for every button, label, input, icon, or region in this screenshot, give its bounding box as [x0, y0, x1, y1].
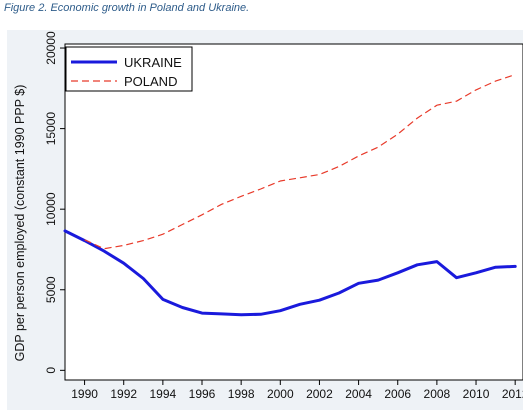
- series-layer: [63, 74, 517, 317]
- y-tick-label: 10000: [44, 192, 58, 226]
- x-tick-label: 2012: [502, 387, 523, 401]
- x-tick-label: 1998: [228, 387, 255, 401]
- y-tick-label: 20000: [44, 31, 58, 65]
- series-line-ukraine: [63, 229, 517, 317]
- x-tick-label: 1990: [71, 387, 98, 401]
- legend-ukraine-label: UKRAINE: [124, 55, 182, 70]
- y-tick-label: 5000: [44, 276, 58, 303]
- chart-panel: 0 5000 10000 15000 20000 1990 1992 1994 1996 199…: [7, 30, 523, 410]
- series-line-poland: [84, 74, 516, 250]
- x-tick-label: 2004: [345, 387, 372, 401]
- y-tick-label: 15000: [44, 112, 58, 146]
- x-tick-label: 2002: [306, 387, 333, 401]
- x-tick-label: 1992: [110, 387, 137, 401]
- x-tick-label: 2010: [463, 387, 490, 401]
- x-tick-label: 2006: [384, 387, 411, 401]
- x-tick-label: 2000: [267, 387, 294, 401]
- legend-poland-label: POLAND: [124, 74, 177, 89]
- y-axis: 0 5000 10000 15000 20000: [44, 31, 65, 374]
- legend: UKRAINE POLAND: [65, 46, 193, 92]
- x-axis: 1990 1992 1994 1996 1998 2000 2002 2004 2006 2008…: [71, 380, 523, 401]
- y-axis-label: GDP per person employed (constant 1990 P…: [13, 85, 27, 362]
- plot-area: [64, 43, 523, 381]
- figure-caption: Figure 2. Economic growth in Poland and …: [4, 2, 250, 14]
- y-tick-label: 0: [44, 367, 58, 374]
- x-tick-label: 2008: [424, 387, 451, 401]
- x-tick-label: 1996: [189, 387, 216, 401]
- x-tick-label: 1994: [150, 387, 177, 401]
- legend-box: [65, 46, 193, 92]
